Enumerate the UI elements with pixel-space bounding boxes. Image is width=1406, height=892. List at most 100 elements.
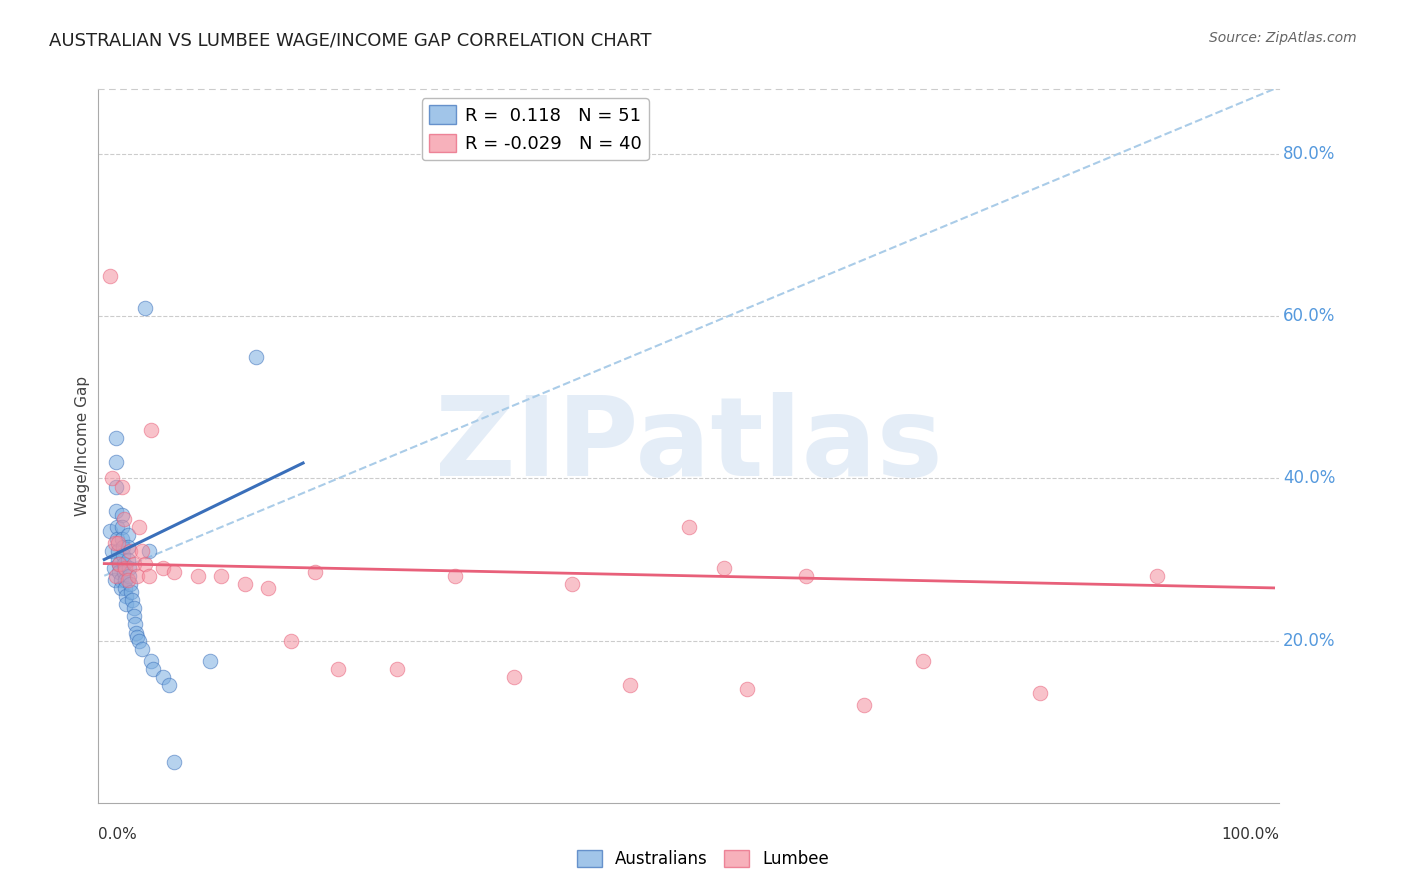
Point (117, 552, 139, 566)
Point (304, 565, 326, 579)
Point (114, 581, 136, 595)
Text: 60.0%: 60.0% (1284, 307, 1336, 326)
Point (110, 581, 132, 595)
Text: Source: ZipAtlas.com: Source: ZipAtlas.com (1209, 31, 1357, 45)
Point (124, 617, 146, 632)
Point (125, 568, 148, 582)
Point (115, 597, 138, 611)
Point (101, 471, 124, 485)
Point (233, 577, 256, 591)
Point (101, 544, 124, 558)
Point (115, 589, 138, 603)
Text: 80.0%: 80.0% (1284, 145, 1336, 163)
Text: 100.0%: 100.0% (1222, 827, 1279, 841)
Point (198, 654, 221, 668)
Point (112, 557, 135, 571)
Point (118, 544, 141, 558)
Text: 0.0%: 0.0% (98, 827, 138, 841)
Point (131, 641, 153, 656)
Point (444, 568, 467, 582)
Point (385, 662, 408, 676)
Point (120, 585, 142, 599)
Point (117, 541, 139, 555)
Point (157, 678, 180, 692)
Point (163, 565, 186, 579)
Point (131, 544, 153, 558)
Text: 20.0%: 20.0% (1284, 632, 1336, 649)
Point (112, 512, 135, 526)
Point (104, 479, 127, 493)
Point (122, 557, 145, 571)
Point (111, 479, 134, 493)
Point (125, 630, 148, 644)
Point (138, 568, 160, 582)
Point (128, 633, 150, 648)
Point (111, 541, 134, 555)
Text: ZIPatlas: ZIPatlas (434, 392, 943, 500)
Point (139, 423, 162, 437)
Point (187, 568, 209, 582)
Point (107, 552, 129, 566)
Point (561, 577, 583, 591)
Point (118, 560, 141, 574)
Point (1146, 568, 1168, 582)
Point (152, 670, 174, 684)
Point (122, 609, 145, 624)
Point (911, 654, 934, 668)
Point (105, 520, 128, 534)
Point (134, 301, 156, 315)
Point (794, 568, 817, 582)
Point (114, 560, 136, 574)
Point (110, 573, 132, 587)
Point (104, 431, 127, 445)
Point (104, 455, 127, 469)
Point (502, 670, 524, 684)
Point (326, 662, 349, 676)
Point (121, 593, 143, 607)
Text: 40.0%: 40.0% (1284, 469, 1336, 487)
Point (142, 662, 165, 676)
Point (128, 520, 150, 534)
Legend: R =  0.118   N = 51, R = -0.029   N = 40: R = 0.118 N = 51, R = -0.029 N = 40 (422, 98, 650, 161)
Point (853, 698, 876, 713)
Point (619, 678, 641, 692)
Point (111, 508, 134, 522)
Point (112, 565, 135, 579)
Point (118, 568, 141, 582)
Point (152, 560, 174, 574)
Point (678, 520, 700, 534)
Point (125, 625, 148, 640)
Point (111, 533, 134, 547)
Point (245, 350, 267, 364)
Point (98, 268, 121, 283)
Point (163, 756, 186, 770)
Point (280, 633, 302, 648)
Point (139, 654, 162, 668)
Point (104, 568, 127, 582)
Legend: Australians, Lumbee: Australians, Lumbee (569, 843, 837, 875)
Point (713, 560, 735, 574)
Point (111, 520, 134, 534)
Point (257, 581, 280, 595)
Point (103, 560, 125, 574)
Point (104, 536, 127, 550)
Point (114, 573, 136, 587)
Point (98, 524, 121, 538)
Point (117, 573, 139, 587)
Text: AUSTRALIAN VS LUMBEE WAGE/INCOME GAP CORRELATION CHART: AUSTRALIAN VS LUMBEE WAGE/INCOME GAP COR… (49, 31, 652, 49)
Point (104, 573, 127, 587)
Point (118, 577, 141, 591)
Point (108, 557, 131, 571)
Point (111, 549, 134, 563)
Point (117, 528, 139, 542)
Point (138, 544, 160, 558)
Point (134, 557, 156, 571)
Point (1029, 686, 1052, 700)
Point (737, 682, 759, 697)
Y-axis label: Wage/Income Gap: Wage/Income Gap (75, 376, 90, 516)
Point (122, 601, 145, 615)
Point (108, 565, 131, 579)
Point (104, 504, 127, 518)
Point (108, 557, 131, 571)
Point (107, 544, 129, 558)
